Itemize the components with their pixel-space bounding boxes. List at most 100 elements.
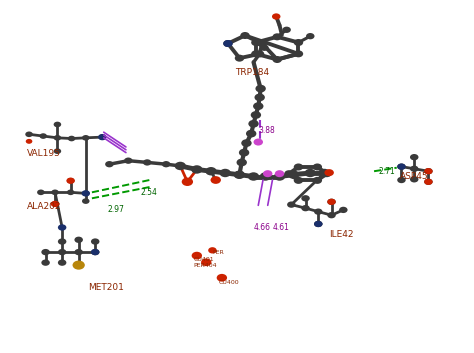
Text: 2.97: 2.97 [107,205,124,214]
Circle shape [73,261,85,270]
Circle shape [327,199,336,205]
Text: VAL195: VAL195 [27,149,61,158]
Circle shape [66,178,75,184]
Circle shape [74,249,83,255]
Circle shape [327,212,336,219]
Circle shape [305,169,316,177]
Circle shape [174,162,186,170]
Circle shape [58,259,66,266]
Circle shape [327,199,336,205]
Circle shape [424,179,433,185]
Circle shape [241,139,252,147]
Circle shape [58,224,66,231]
Circle shape [260,172,271,181]
Circle shape [397,163,406,170]
Circle shape [191,165,202,174]
Circle shape [272,13,281,20]
Circle shape [287,202,296,208]
Circle shape [74,261,83,268]
Circle shape [294,39,303,46]
Circle shape [255,50,264,58]
Circle shape [98,134,107,140]
Circle shape [58,238,66,245]
Circle shape [162,161,170,167]
Circle shape [251,111,261,119]
Circle shape [257,40,267,47]
Circle shape [314,221,322,227]
Circle shape [288,170,300,179]
Circle shape [273,33,282,40]
Circle shape [58,249,66,255]
Circle shape [273,56,282,63]
Circle shape [284,170,294,177]
Circle shape [41,249,50,255]
Circle shape [37,190,45,195]
Circle shape [324,169,334,176]
Circle shape [99,134,106,140]
Circle shape [25,132,33,137]
Circle shape [51,201,59,207]
Circle shape [313,177,322,184]
Circle shape [91,238,100,245]
Circle shape [410,154,419,160]
Circle shape [51,190,59,195]
Circle shape [82,198,90,204]
Circle shape [397,177,406,183]
Circle shape [39,133,47,139]
Text: PER: PER [212,250,224,255]
Text: ASP45: ASP45 [400,172,428,181]
Circle shape [26,139,32,144]
Circle shape [223,40,233,47]
Circle shape [240,32,250,39]
Circle shape [301,205,310,211]
Circle shape [260,44,269,51]
Circle shape [294,163,303,170]
Circle shape [235,55,244,62]
Text: 2.54: 2.54 [140,188,157,197]
Circle shape [319,169,330,177]
Circle shape [41,259,50,266]
Circle shape [223,40,233,47]
Circle shape [239,149,249,156]
Circle shape [254,138,263,145]
Text: ALA202: ALA202 [27,202,61,211]
Text: TRP184: TRP184 [235,68,269,77]
Circle shape [210,176,221,184]
Circle shape [191,252,202,259]
Circle shape [105,161,114,167]
Circle shape [182,178,193,186]
Circle shape [424,168,433,174]
Circle shape [251,39,261,46]
Circle shape [322,170,331,177]
Circle shape [397,163,406,170]
Text: CU400: CU400 [219,280,240,285]
Circle shape [275,170,284,177]
Circle shape [306,33,315,39]
Circle shape [301,195,310,202]
Circle shape [339,207,347,213]
Circle shape [67,178,74,184]
Text: CU401: CU401 [193,257,214,262]
Text: 4.66: 4.66 [254,223,271,232]
Circle shape [313,163,322,170]
Circle shape [246,130,256,137]
Circle shape [234,171,245,179]
Circle shape [234,170,245,179]
Circle shape [51,201,59,207]
Circle shape [255,94,265,101]
Circle shape [294,177,303,184]
Circle shape [124,157,133,164]
Circle shape [54,148,61,154]
Circle shape [82,135,90,140]
Circle shape [314,221,322,227]
Text: PER404: PER404 [193,263,217,268]
Circle shape [68,136,75,141]
Circle shape [201,258,211,266]
Circle shape [67,190,74,195]
Circle shape [255,85,266,92]
Circle shape [251,50,261,57]
Circle shape [424,168,433,174]
Circle shape [82,191,90,196]
Circle shape [314,209,322,215]
Circle shape [263,170,273,177]
